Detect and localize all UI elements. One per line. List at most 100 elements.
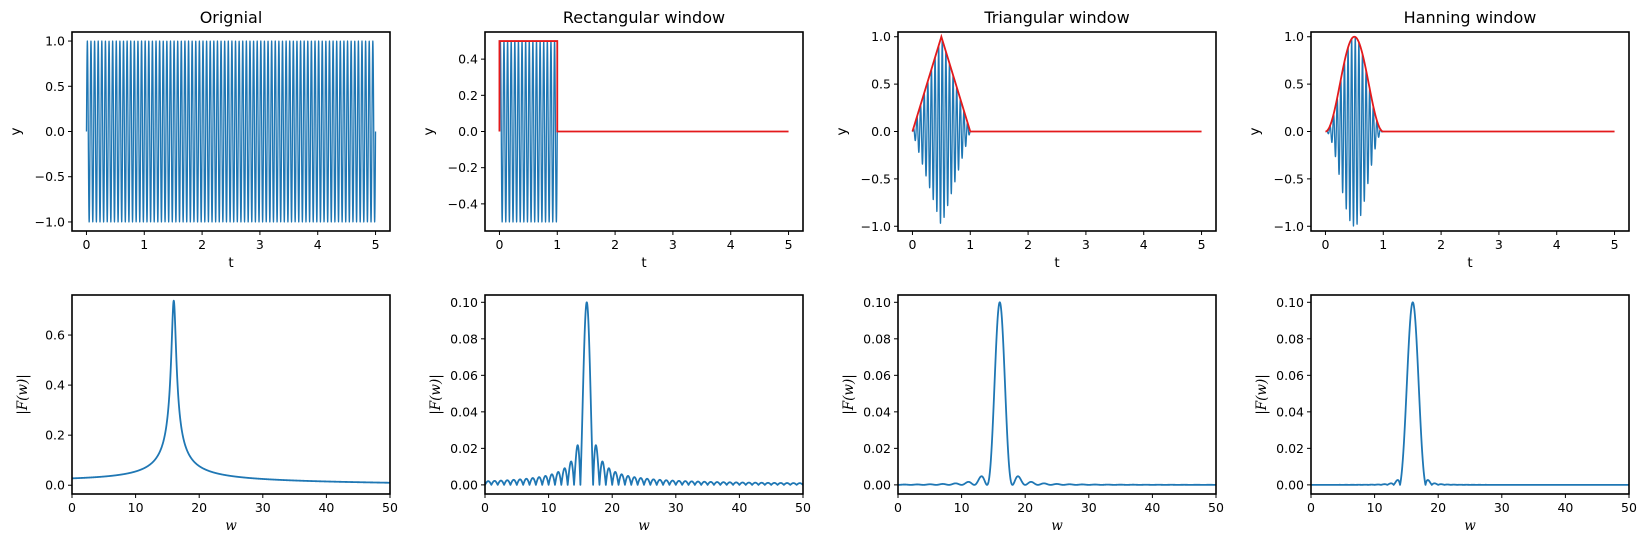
y-tick-label: −0.5: [35, 169, 65, 184]
x-tick-label: 5: [1198, 237, 1206, 252]
x-axis-label: w: [1464, 518, 1476, 534]
x-tick-label: 40: [1144, 500, 1160, 515]
x-axis-label: t: [1054, 255, 1059, 271]
plot-lines: [898, 301, 1216, 486]
x-tick-label: 30: [1081, 500, 1097, 515]
plot-lines: [911, 33, 1202, 224]
x-axis-label: w: [638, 518, 650, 534]
x-tick-label: 20: [604, 500, 620, 515]
y-tick-label: 0.10: [1276, 295, 1304, 310]
y-axis-label: y: [834, 128, 850, 136]
x-tick-label: 1: [1379, 237, 1387, 252]
y-tick-label: 1.0: [871, 29, 891, 44]
plot-lines: [485, 301, 803, 486]
signal-line: [1324, 36, 1384, 227]
x-tick-label: 50: [1621, 500, 1637, 515]
x-tick-label: 3: [256, 237, 264, 252]
x-tick-label: 30: [1494, 500, 1510, 515]
y-tick-label: 0.08: [863, 331, 891, 346]
x-tick-label: 10: [1367, 500, 1383, 515]
plot-lines: [1311, 301, 1629, 486]
y-tick-label: 0.06: [1276, 368, 1304, 383]
y-tick-label: −1.0: [35, 214, 65, 229]
window-envelope-line: [498, 40, 789, 133]
x-tick-label: 30: [255, 500, 271, 515]
x-tick-label: 2: [611, 237, 619, 252]
y-tick-label: 0.06: [863, 368, 891, 383]
x-tick-label: 20: [1017, 500, 1033, 515]
x-tick-label: 10: [954, 500, 970, 515]
x-tick-label: 30: [668, 500, 684, 515]
axes-frame: [897, 294, 1217, 495]
x-axis-label: w: [225, 518, 237, 534]
subplot-5: 0 10 20 30 40 50 0.0 0.2 0.4 0.6 w |F(w)|: [15, 294, 398, 534]
y-tick-label: −1.0: [1274, 219, 1304, 234]
x-tick-label: 4: [1140, 237, 1148, 252]
x-tick-label: 40: [1557, 500, 1573, 515]
spectrum-line: [72, 299, 390, 484]
y-axis-label: |F(w)|: [15, 374, 31, 415]
x-tick-label: 1: [966, 237, 974, 252]
y-tick-label: 0.02: [863, 441, 891, 456]
x-tick-label: 0: [68, 500, 76, 515]
x-tick-label: 0: [894, 500, 902, 515]
y-tick-label: 0.02: [450, 441, 478, 456]
y-tick-label: −0.4: [448, 196, 478, 211]
x-tick-label: 1: [140, 237, 148, 252]
y-tick-label: 0.5: [871, 77, 891, 92]
spectrum-line: [1311, 301, 1629, 486]
x-tick-label: 2: [198, 237, 206, 252]
x-tick-label: 50: [795, 500, 811, 515]
x-tick-label: 1: [553, 237, 561, 252]
y-tick-label: 0.06: [450, 368, 478, 383]
y-tick-label: 0.04: [863, 404, 891, 419]
y-tick-label: 0.0: [1284, 124, 1304, 139]
x-tick-label: 10: [128, 500, 144, 515]
x-tick-label: 4: [727, 237, 735, 252]
y-tick-label: 0.00: [450, 477, 478, 492]
spectrum-line: [485, 301, 803, 486]
x-tick-label: 20: [191, 500, 207, 515]
y-tick-label: 0.0: [45, 124, 65, 139]
window-envelope-line: [911, 33, 1202, 133]
x-tick-label: 4: [1553, 237, 1561, 252]
signal-line: [911, 39, 971, 224]
x-tick-label: 10: [541, 500, 557, 515]
axes-frame: [484, 294, 804, 495]
subplot-title: Triangular window: [983, 8, 1129, 27]
x-tick-label: 3: [1495, 237, 1503, 252]
y-tick-label: 0.04: [450, 404, 478, 419]
y-tick-label: −1.0: [861, 219, 891, 234]
subplot-title: Hanning window: [1404, 8, 1537, 27]
y-tick-label: 0.2: [45, 428, 65, 443]
y-tick-label: 1.0: [45, 34, 65, 49]
subplot-3: 0 1 2 3 4 5 −1.0 −0.5 0.0 0.5 1.0 Triangular window…: [834, 8, 1217, 271]
subplot-2: 0 1 2 3 4 5 −0.4 −0.2 0.0 0.2 0.4 Rectangular windo…: [421, 8, 804, 271]
subplot-title: Orignial: [200, 8, 263, 27]
subplot-title: Rectangular window: [563, 8, 725, 27]
y-tick-label: 0.0: [45, 478, 65, 493]
y-tick-label: 0.0: [871, 124, 891, 139]
x-tick-label: 40: [731, 500, 747, 515]
x-tick-label: 0: [1307, 500, 1315, 515]
y-tick-label: 1.0: [1284, 29, 1304, 44]
y-tick-label: 0.0: [458, 124, 478, 139]
x-tick-label: 20: [1430, 500, 1446, 515]
y-tick-label: 0.2: [458, 88, 478, 103]
x-tick-label: 3: [669, 237, 677, 252]
y-axis-label: |F(w)|: [428, 374, 444, 415]
plot-lines: [85, 40, 377, 223]
subplot-7: 0 10 20 30 40 50 0.00 0.02 0.04 0.06 0.08 0.10 w |F(w…: [841, 294, 1224, 534]
x-tick-label: 0: [1321, 237, 1329, 252]
y-tick-label: 0.10: [863, 295, 891, 310]
x-tick-label: 5: [785, 237, 793, 252]
x-tick-label: 5: [1611, 237, 1619, 252]
axes-frame: [71, 294, 391, 495]
y-tick-label: 0.08: [450, 331, 478, 346]
y-tick-label: 0.04: [1276, 404, 1304, 419]
x-axis-label: t: [1467, 255, 1472, 271]
y-tick-label: 0.5: [1284, 77, 1304, 92]
y-tick-label: −0.5: [1274, 171, 1304, 186]
x-axis-label: t: [228, 255, 233, 271]
x-tick-label: 4: [314, 237, 322, 252]
